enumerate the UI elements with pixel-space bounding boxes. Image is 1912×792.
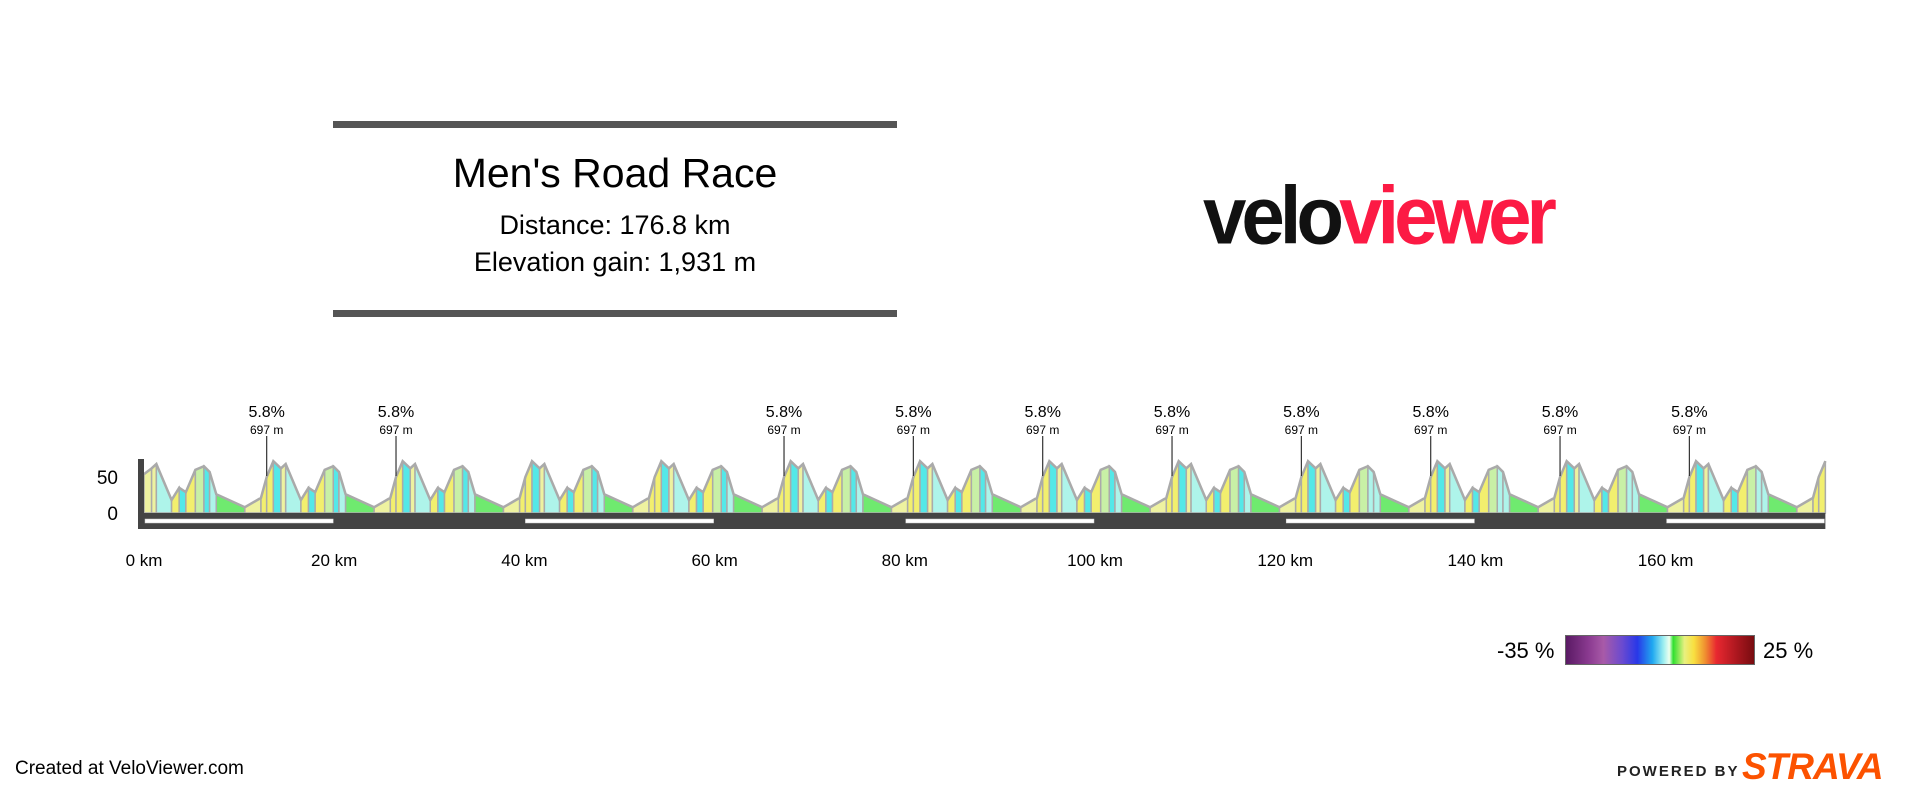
created-at-link[interactable]: Created at VeloViewer.com (15, 758, 244, 779)
x-tick-label: 120 km (1257, 551, 1313, 570)
climb-grade-label: 5.8% (378, 404, 414, 421)
distance-text: Distance: 176.8 km (499, 210, 731, 240)
profile-segment (841, 465, 852, 514)
gradient-color-bar (1565, 635, 1755, 665)
top-rule (333, 121, 897, 128)
profile-segment (1487, 465, 1499, 514)
profile-segment (582, 465, 593, 514)
profile-segment (970, 465, 981, 514)
veloviewer-logo: veloviewer (1203, 174, 1557, 256)
climb-grade-label: 5.8% (1283, 404, 1319, 421)
climb-length-label: 697 m (1543, 423, 1576, 437)
climb-grade-label: 5.8% (1412, 404, 1448, 421)
scale-bar (1666, 518, 1825, 524)
climb-grade-label: 5.8% (248, 404, 284, 421)
x-tick-label: 80 km (882, 551, 928, 570)
scale-bar (905, 518, 1095, 524)
x-tick-label: 0 km (126, 551, 163, 570)
climb-length-label: 697 m (250, 423, 283, 437)
y-tick-label: 50 (97, 468, 118, 489)
elevation-gain-text: Elevation gain: 1,931 m (473, 247, 757, 277)
x-tick-label: 160 km (1638, 551, 1694, 570)
bottom-rule (333, 310, 897, 317)
climb-length-label: 697 m (1673, 423, 1706, 437)
page-title: Men's Road Race (452, 150, 778, 196)
x-tick-label: 40 km (501, 551, 547, 570)
elevation-chart: 0 50 0 km 20 km 40 km 60 km 80 km 100 km 120 km 1… (97, 404, 1827, 570)
x-tick-label: 20 km (311, 551, 357, 570)
y-axis-bar (138, 459, 144, 513)
profile-segment (453, 465, 464, 514)
climb-grade-label: 5.8% (1542, 404, 1578, 421)
profile-segment (1229, 465, 1240, 514)
climb-length-label: 697 m (1285, 423, 1318, 437)
profile-segments (143, 459, 1827, 514)
scale-bar (525, 518, 714, 524)
legend-max: 25 % (1763, 638, 1814, 663)
powered-by-text: POWERED BY (1617, 763, 1740, 780)
scale-bar (1285, 518, 1475, 524)
x-tick-label: 100 km (1067, 551, 1123, 570)
strava-logo[interactable]: STRAVA (1742, 746, 1884, 787)
climb-length-label: 697 m (767, 423, 800, 437)
legend-min: -35 % (1497, 638, 1555, 663)
profile-segment (143, 466, 153, 514)
logo-viewer: viewer (1339, 168, 1557, 262)
x-tick-label: 140 km (1448, 551, 1504, 570)
y-tick-label: 0 (107, 504, 118, 525)
climb-grade-label: 5.8% (1024, 404, 1060, 421)
climb-grade-label: 5.8% (1154, 404, 1190, 421)
climb-length-label: 697 m (1026, 423, 1059, 437)
scale-bar (144, 518, 334, 524)
profile-segment (1358, 465, 1369, 514)
climb-grade-label: 5.8% (766, 404, 802, 421)
profile-segment (1617, 465, 1628, 514)
climb-length-label: 697 m (1414, 423, 1447, 437)
climb-length-label: 697 m (897, 423, 930, 437)
climb-length-label: 697 m (1155, 423, 1188, 437)
climb-grade-label: 5.8% (895, 404, 931, 421)
profile-segment (1099, 465, 1111, 514)
profile-segment (194, 465, 205, 514)
x-tick-label: 60 km (691, 551, 737, 570)
profile-segment (711, 465, 723, 514)
climb-grade-label: 5.8% (1671, 404, 1707, 421)
profile-segment (323, 465, 334, 514)
profile-outline (143, 459, 1827, 509)
climb-length-label: 697 m (379, 423, 412, 437)
profile-segment (1746, 465, 1757, 514)
logo-velo: velo (1203, 168, 1344, 262)
